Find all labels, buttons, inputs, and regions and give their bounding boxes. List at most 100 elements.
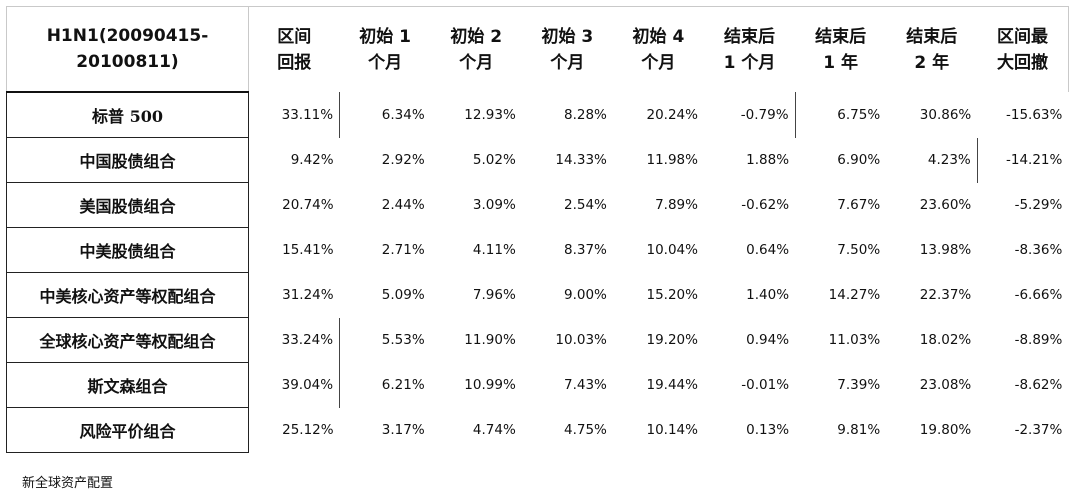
header-line: 大回撤 [997,52,1049,73]
header-initial-2m: 初始 2 个月 [430,6,522,92]
table-cell: 4.74% [472,422,516,438]
table-cell: 20.74% [282,197,334,213]
row-label: 中美股债组合 [6,227,249,273]
header-initial-3m: 初始 3 个月 [521,6,613,92]
table-cell: -15.63% [1005,106,1063,123]
table-cell: 19.20% [646,332,698,348]
header-line: 结束后 [724,26,776,47]
table-cell: 1.40% [746,287,790,303]
table-cell: -2.37% [1014,422,1063,438]
row-label: 美国股债组合 [6,182,249,228]
table-cell: -0.01% [741,377,790,393]
header-line: 个月 [641,52,676,73]
header-line: 结束后 [815,26,867,47]
row-label: 风险平价组合 [6,407,249,453]
header-after-1y: 结束后 1 年 [795,6,887,92]
table-cell: 3.17% [381,422,425,438]
table-cell: 9.42% [290,152,334,168]
table-row: 标普 500 33.11% 6.34% 12.93% 8.28% 20.24% -0.79%… [6,91,1069,138]
header-initial-1m: 初始 1 个月 [339,6,431,92]
header-row: H1N1(20090415- 20100811) 区间回报 初始 1 个月 初始 2… [6,6,1069,92]
returns-table: H1N1(20090415- 20100811) 区间回报 初始 1 个月 初始 2… [6,6,1069,453]
table-cell: 39.04% [248,362,341,408]
header-line: 区间最 [997,26,1049,47]
header-initial-4m: 初始 4 个月 [612,6,704,92]
table-row: 全球核心资产等权配组合 33.24% 5.53% 11.90% 10.03% 19.20%… [6,317,1069,363]
table-cell: -6.66% [1014,287,1063,303]
table-cell: 7.89% [655,197,698,213]
table-cell: 2.54% [563,197,607,213]
table-cell: 4.23% [886,137,978,183]
table-cell: -5.29% [1014,197,1063,213]
header-line: 初始 1 [359,26,412,47]
table-cell: 0.94% [746,332,790,348]
table-cell: 0.64% [746,242,790,258]
table-body: 标普 500 33.11% 6.34% 12.93% 8.28% 20.24% -0.79%… [6,91,1069,453]
header-line: 区间 [277,26,312,47]
header-line: 回报 [277,52,312,73]
table-cell: 6.21% [381,377,425,393]
header-line: 个月 [459,52,494,73]
row-label: 斯文森组合 [6,362,249,408]
table-cell: 15.41% [282,242,334,258]
table-row: 中美股债组合 15.41% 2.71% 4.11% 8.37% 10.04% 0.64% 7.… [6,227,1069,273]
table-row: 中美核心资产等权配组合 31.24% 5.09% 7.96% 9.00% 15.20% 1.… [6,272,1069,318]
row-label: 中美核心资产等权配组合 [6,272,249,318]
row-label: 全球核心资产等权配组合 [6,317,249,363]
table-cell: 8.37% [563,242,607,258]
header-after-1m: 结束后 1 个月 [703,6,796,92]
table-cell: 3.09% [472,197,516,213]
table-cell: 2.44% [381,197,425,213]
table-cell: 15.20% [646,287,698,303]
header-line: 1 年 [823,52,858,73]
table-cell: 11.98% [646,152,698,168]
header-period: H1N1(20090415- 20100811) [6,6,249,92]
table-cell: 6.34% [381,106,425,123]
table-cell: -0.62% [741,197,790,213]
table-row: 中国股债组合 9.42% 2.92% 5.02% 14.33% 11.98% 1.88% 6.… [6,137,1069,183]
table-cell: 0.13% [746,422,790,438]
table-cell: 1.88% [746,152,790,168]
table-cell: 10.14% [646,422,698,438]
table-cell: 10.03% [555,332,607,348]
table-cell: 23.60% [919,197,972,213]
table-cell: 7.96% [472,287,516,303]
table-cell: 11.03% [828,332,881,348]
table-cell: 5.09% [381,287,425,303]
table-cell: 18.02% [919,332,972,348]
header-line: 1 个月 [723,52,776,73]
table-row: 风险平价组合 25.12% 3.17% 4.74% 4.75% 10.14% 0.13% 9.… [6,407,1069,453]
table-cell: 20.24% [646,106,698,123]
header-line: 个月 [368,52,403,73]
table-cell: 7.67% [837,197,881,213]
table-cell: 14.33% [555,152,607,168]
table-cell: 11.90% [464,332,516,348]
header-line: 个月 [550,52,585,73]
table-cell: 31.24% [282,287,334,303]
footnote: 新全球资产配置 [22,476,114,491]
table-cell: 8.28% [563,106,607,123]
table-cell: -8.36% [1014,242,1063,258]
table-cell: 4.11% [472,242,516,258]
table-cell: 25.12% [282,422,334,438]
table-cell: 13.98% [919,242,972,258]
table-cell: 14.27% [828,287,881,303]
header-line: 初始 2 [450,26,503,47]
table-cell: 2.71% [381,242,425,258]
table-row: 美国股债组合 20.74% 2.44% 3.09% 2.54% 7.89% -0.62% 7.… [6,182,1069,228]
header-line: 2 年 [914,52,950,73]
table-cell: 7.50% [837,242,881,258]
row-label: 标普 500 [6,91,249,138]
table-cell: 9.00% [563,287,607,303]
table-cell: 7.39% [837,377,881,393]
table-cell: 9.81% [837,422,881,438]
table-header: H1N1(20090415- 20100811) 区间回报 初始 1 个月 初始 2… [6,6,1069,92]
table-cell: 22.37% [919,287,972,303]
table-cell: 30.86% [919,106,972,123]
returns-table-container: H1N1(20090415- 20100811) 区间回报 初始 1 个月 初始 2… [6,6,1069,453]
table-cell: 5.53% [381,332,425,348]
table-cell: 23.08% [919,377,972,393]
table-cell: -8.62% [1014,377,1063,393]
header-max-drawdown: 区间最 大回撤 [977,6,1069,92]
table-cell: 10.99% [464,377,516,393]
